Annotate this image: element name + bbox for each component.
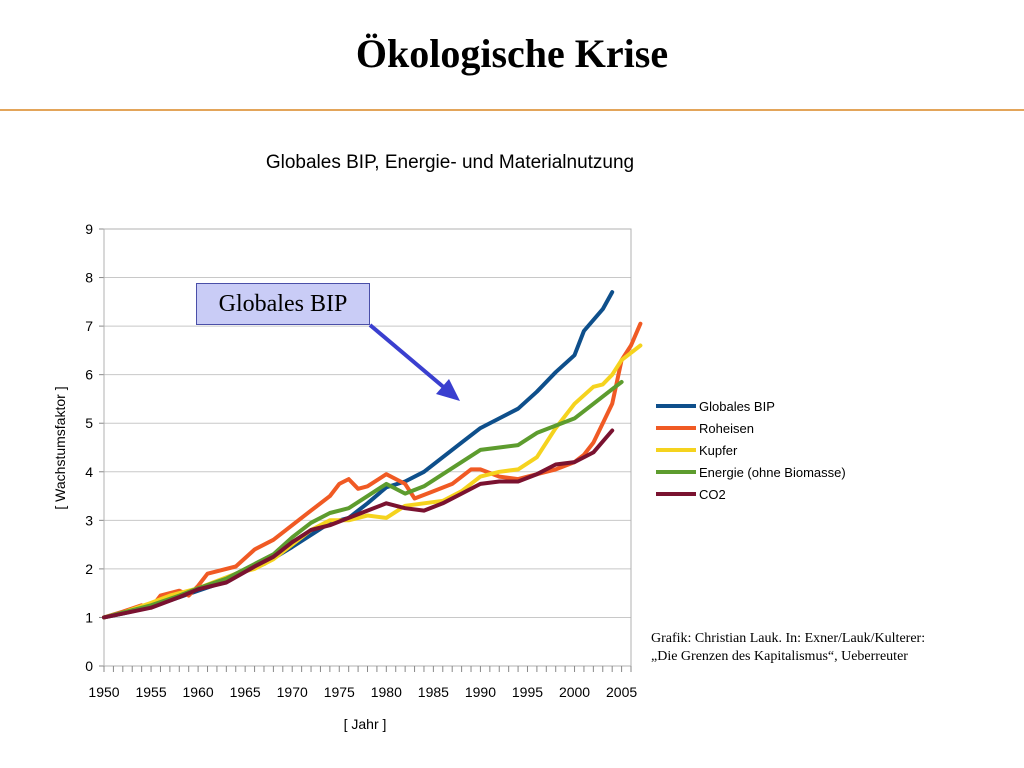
legend-item: Roheisen [656, 417, 846, 439]
y-tick-label: 2 [85, 561, 93, 577]
legend-item: Energie (ohne Biomasse) [656, 461, 846, 483]
callout-arrow [368, 323, 460, 401]
x-tick-label: 2005 [606, 684, 637, 700]
y-axis-label: [ Wachstumsfaktor ] [52, 386, 68, 510]
arrow-shaft [368, 323, 449, 392]
legend-swatch [656, 404, 696, 408]
source-line: „Die Grenzen des Kapitalismus“, Ueberreu… [651, 649, 908, 664]
x-tick-label: 1970 [277, 684, 308, 700]
x-tick-label: 1960 [183, 684, 214, 700]
x-tick-label: 1995 [512, 684, 543, 700]
source-citation: Grafik: Christian Lauk. In: Exner/Lauk/K… [651, 630, 1011, 666]
x-tick-label: 1980 [371, 684, 402, 700]
series-line [102, 380, 624, 620]
x-tick-label: 1955 [135, 684, 166, 700]
y-tick-label: 3 [85, 512, 93, 528]
legend-swatch [656, 470, 696, 474]
slide-title: Ökologische Krise [355, 31, 669, 76]
legend-label: Energie (ohne Biomasse) [699, 464, 846, 480]
y-tick-label: 4 [85, 464, 93, 480]
x-tick-label: 2000 [559, 684, 590, 700]
source-line: Grafik: Christian Lauk. In: Exner/Lauk/K… [651, 631, 926, 646]
series-line [102, 428, 615, 620]
legend-swatch [656, 492, 696, 496]
x-tick-label: 1965 [230, 684, 261, 700]
y-tick-label: 9 [85, 221, 93, 237]
legend-item: Globales BIP [656, 395, 846, 417]
arrow-head [436, 379, 460, 401]
series-lines [102, 290, 643, 620]
legend-item: CO2 [656, 483, 846, 505]
legend-swatch [656, 426, 696, 430]
axes: 0 1 2 3 4 5 6 7 8 9 1950 1955 1960 1965 1970 1975 1980 19… [85, 221, 637, 700]
legend-label: Globales BIP [699, 398, 775, 414]
legend-label: Roheisen [699, 420, 754, 436]
chart-title: Globales BIP, Energie- und Materialnutzu… [265, 152, 635, 173]
x-axis-label: [ Jahr ] [343, 716, 387, 732]
x-tick-label: 1985 [418, 684, 449, 700]
y-tick-label: 5 [85, 415, 93, 431]
y-tick-label: 6 [85, 367, 93, 383]
y-tick-label: 1 [85, 609, 93, 625]
legend-swatch [656, 448, 696, 452]
y-tick-label: 7 [85, 318, 93, 334]
callout-box: Globales BIP [196, 283, 370, 325]
x-tick-label: 1950 [88, 684, 119, 700]
legend: Globales BIP Roheisen Kupfer Energie (oh… [656, 395, 846, 505]
legend-label: Kupfer [699, 442, 738, 458]
callout-label: Globales BIP [218, 290, 348, 317]
x-tick-label: 1990 [465, 684, 496, 700]
legend-item: Kupfer [656, 439, 846, 461]
legend-label: CO2 [699, 486, 726, 502]
y-tick-label: 8 [85, 270, 93, 286]
title-divider [0, 109, 1024, 111]
x-tick-label: 1975 [324, 684, 355, 700]
y-tick-label: 0 [85, 658, 93, 674]
